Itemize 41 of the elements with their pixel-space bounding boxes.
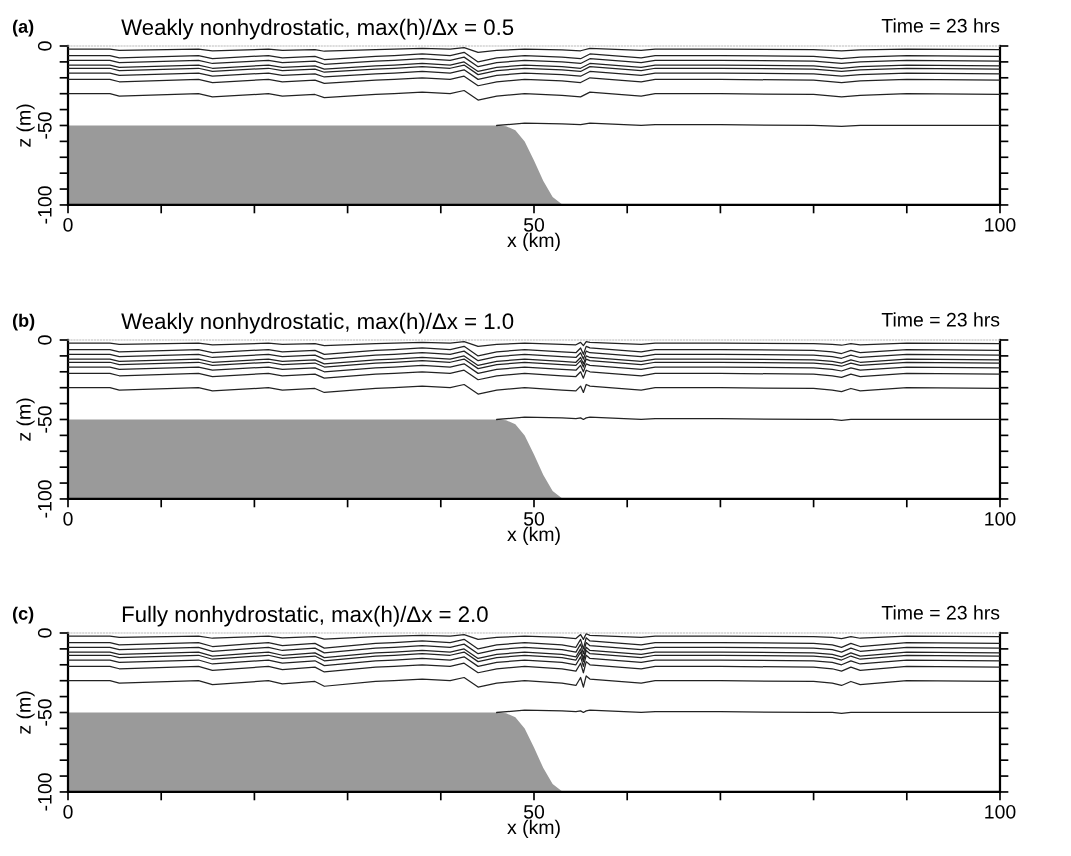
x-tick-label: 100 <box>985 217 1016 232</box>
line-series <box>68 675 1000 688</box>
y-tick-label: -100 <box>37 186 52 224</box>
x-axis-title: x (km) <box>507 526 560 545</box>
text: Time = 23 hrs <box>881 18 1000 33</box>
y-tick-label: 0 <box>37 41 52 51</box>
y-tick-label: -50 <box>37 699 52 726</box>
text: Time = 23 hrs <box>881 312 1000 327</box>
y-tick-label: -50 <box>37 112 52 139</box>
y-tick-label: -100 <box>37 773 52 811</box>
line-series <box>68 89 1000 101</box>
line-series <box>68 69 1000 81</box>
chart-title: Fully nonhydrostatic, max(h)/Δx = 2.0 <box>122 605 488 627</box>
x-tick-label: 100 <box>985 511 1016 526</box>
y-axis-title: z (m) <box>16 398 35 441</box>
y-tick-label: -50 <box>37 406 52 433</box>
x-tick-label: 50 <box>523 804 545 819</box>
chart-title: Weakly nonhydrostatic, max(h)/Δx = 0.5 <box>121 18 514 40</box>
line-series <box>68 51 1000 63</box>
x-axis-title: x (km) <box>507 819 560 838</box>
line-series <box>68 345 1000 357</box>
x-tick-label: 0 <box>63 804 73 819</box>
y-tick-label: 0 <box>37 628 52 638</box>
y-axis-title: z (m) <box>16 691 35 734</box>
x-tick-label: 100 <box>985 804 1016 819</box>
text: (a) <box>12 19 34 37</box>
y-axis-title: z (m) <box>16 104 35 147</box>
line-series <box>68 56 1000 68</box>
x-tick-label: 0 <box>63 511 73 526</box>
text: (b) <box>12 313 35 331</box>
y-tick-label: 0 <box>37 335 52 345</box>
chart-title: Weakly nonhydrostatic, max(h)/Δx = 1.0 <box>121 312 514 334</box>
y-tick-label: -100 <box>37 480 52 518</box>
x-tick-label: 0 <box>63 217 73 232</box>
x-tick-label: 50 <box>523 217 545 232</box>
x-tick-label: 50 <box>523 511 545 526</box>
text: Time = 23 hrs <box>881 605 1000 620</box>
x-axis-title: x (km) <box>507 232 560 251</box>
line-series <box>68 383 1000 395</box>
text: (c) <box>12 606 34 624</box>
line-series <box>68 75 1000 87</box>
